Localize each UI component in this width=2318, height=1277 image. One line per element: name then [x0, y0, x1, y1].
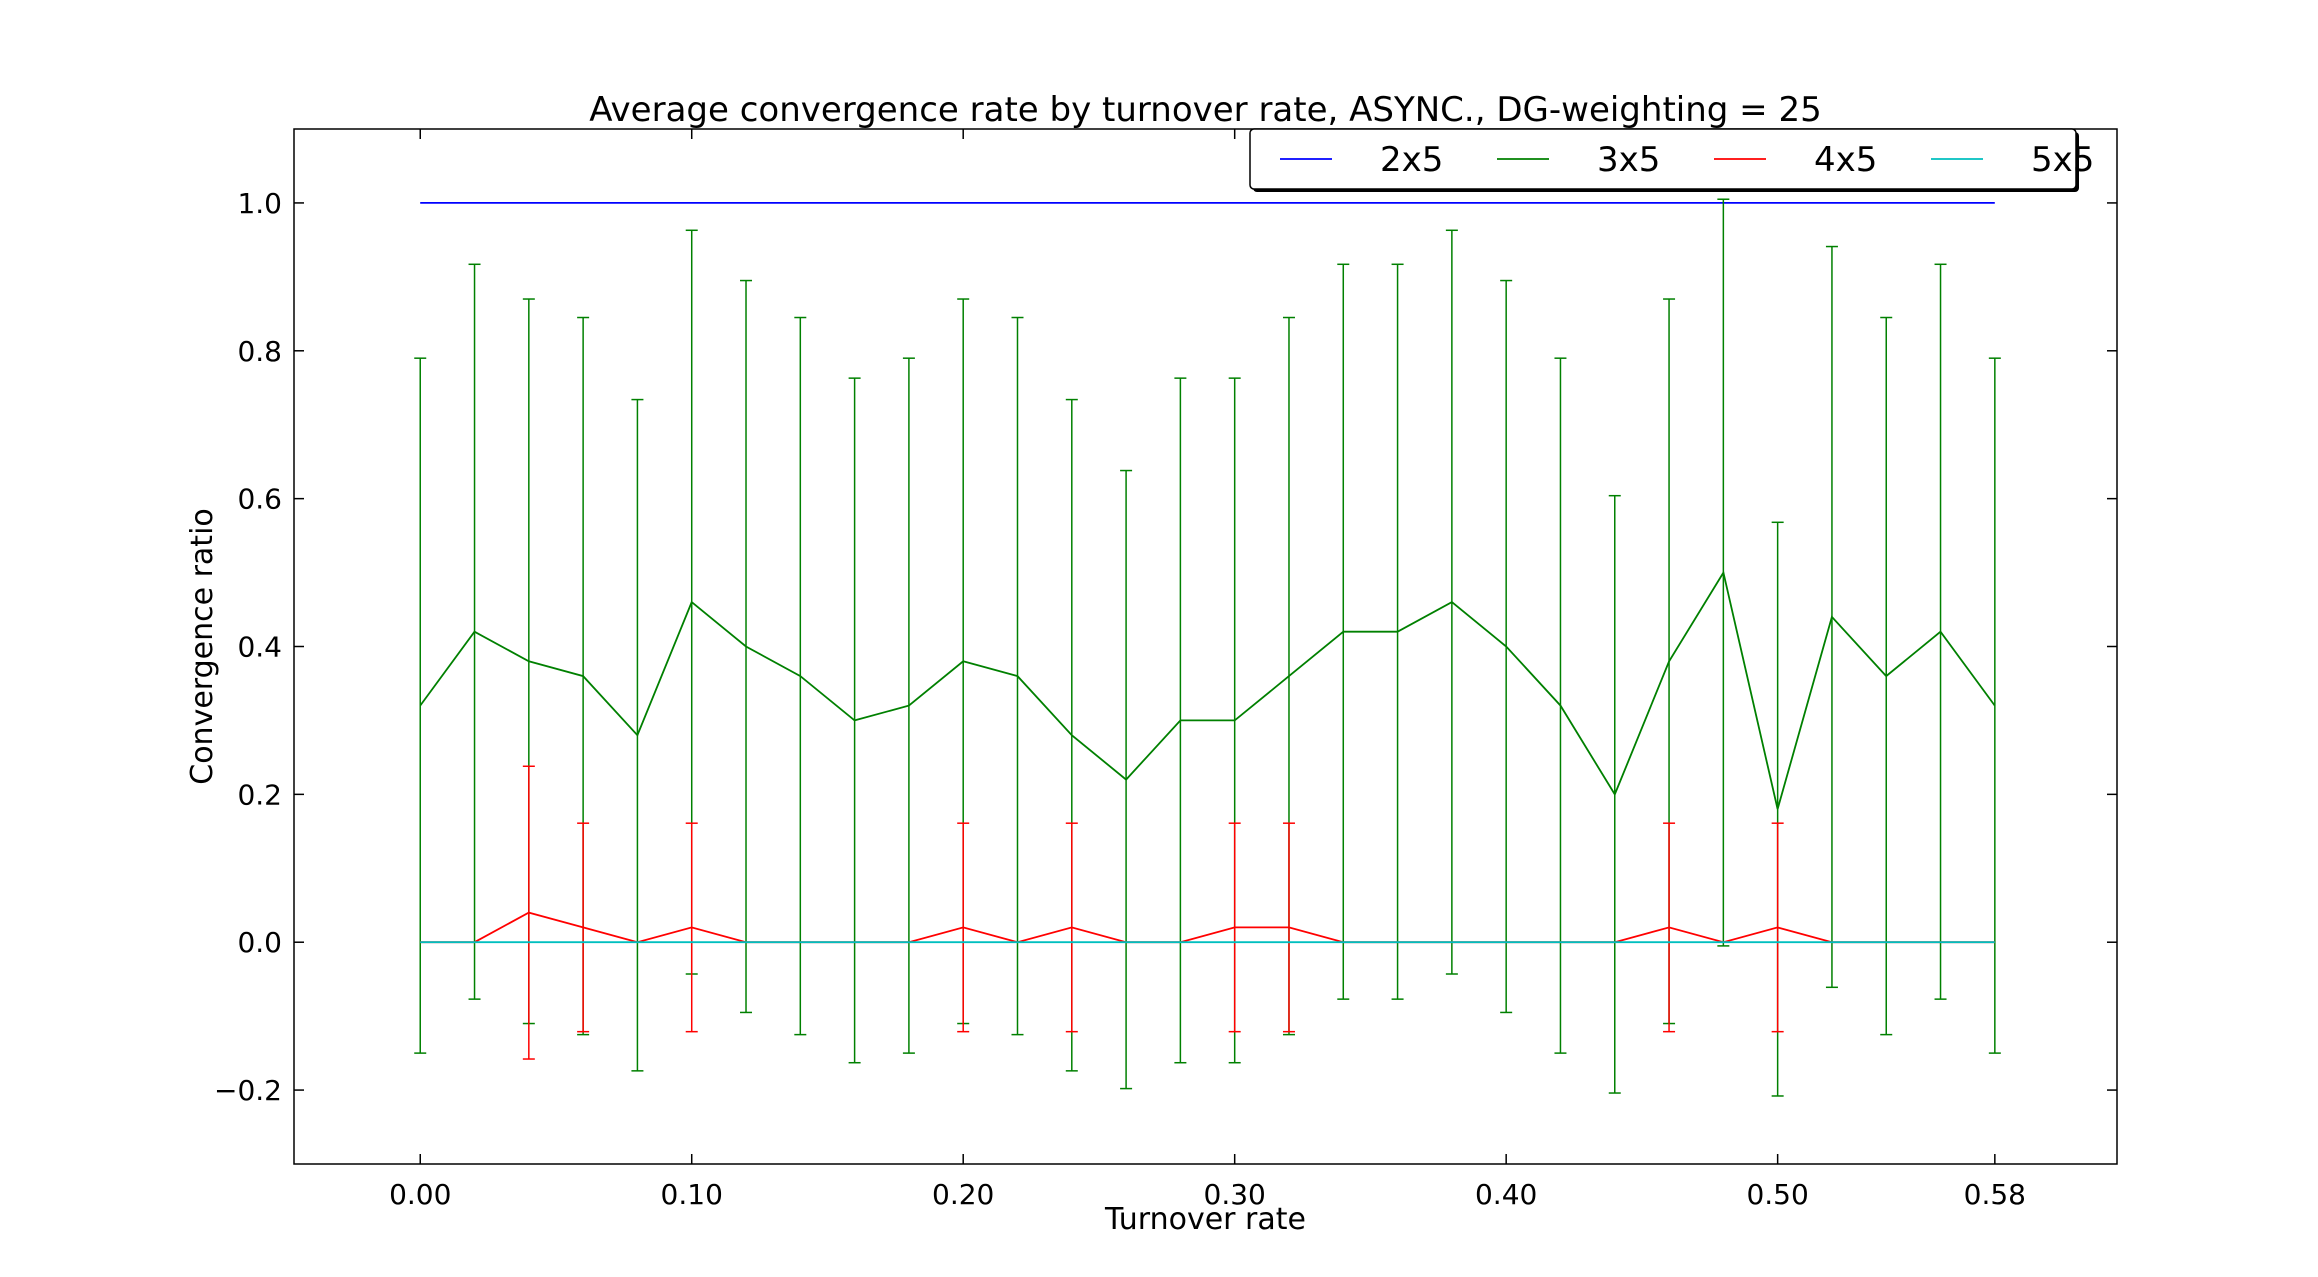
y-tick-label: 0.6: [237, 483, 282, 516]
plot-data-layer: [414, 198, 2001, 1097]
y-tick-label: 0.0: [237, 926, 282, 959]
x-tick-label: 0.10: [661, 1178, 723, 1211]
y-tick-label: 1.0: [237, 187, 282, 220]
chart-title: Average convergence rate by turnover rat…: [589, 90, 1821, 130]
series-4x5: [420, 765, 1995, 1060]
y-tick-label: 0.2: [237, 778, 282, 811]
x-axis-label: Turnover rate: [1104, 1202, 1306, 1237]
x-tick-label: 0.00: [389, 1178, 451, 1211]
y-tick-label: −0.2: [214, 1074, 282, 1107]
y-axis: −0.2 0.0 0.2 0.4 0.6 0.8 1.0: [214, 187, 2117, 1107]
y-tick-label: 0.8: [237, 335, 282, 368]
y-tick-label: 0.4: [237, 631, 282, 664]
series-line-4x5: [420, 911, 1995, 944]
series-line-3x5: [419, 570, 1996, 810]
x-tick-label: 0.50: [1746, 1178, 1808, 1211]
legend-label-3x5: 3x5: [1597, 140, 1660, 180]
x-tick-label: 0.20: [932, 1178, 994, 1211]
legend-label-4x5: 4x5: [1814, 140, 1877, 180]
x-axis: 0.00 0.10 0.20 0.30 0.40 0.50 0.58: [389, 129, 2026, 1211]
y-axis-label: Convergence ratio: [185, 508, 220, 785]
legend-label-5x5: 5x5: [2031, 140, 2094, 180]
x-tick-label: 0.58: [1964, 1178, 2026, 1211]
x-tick-label: 0.30: [1204, 1178, 1266, 1211]
x-tick-label: 0.40: [1475, 1178, 1537, 1211]
legend: 2x5 3x5 4x5 5x5: [1249, 128, 2094, 192]
legend-box: [1249, 128, 2077, 190]
legend-label-2x5: 2x5: [1380, 140, 1443, 180]
